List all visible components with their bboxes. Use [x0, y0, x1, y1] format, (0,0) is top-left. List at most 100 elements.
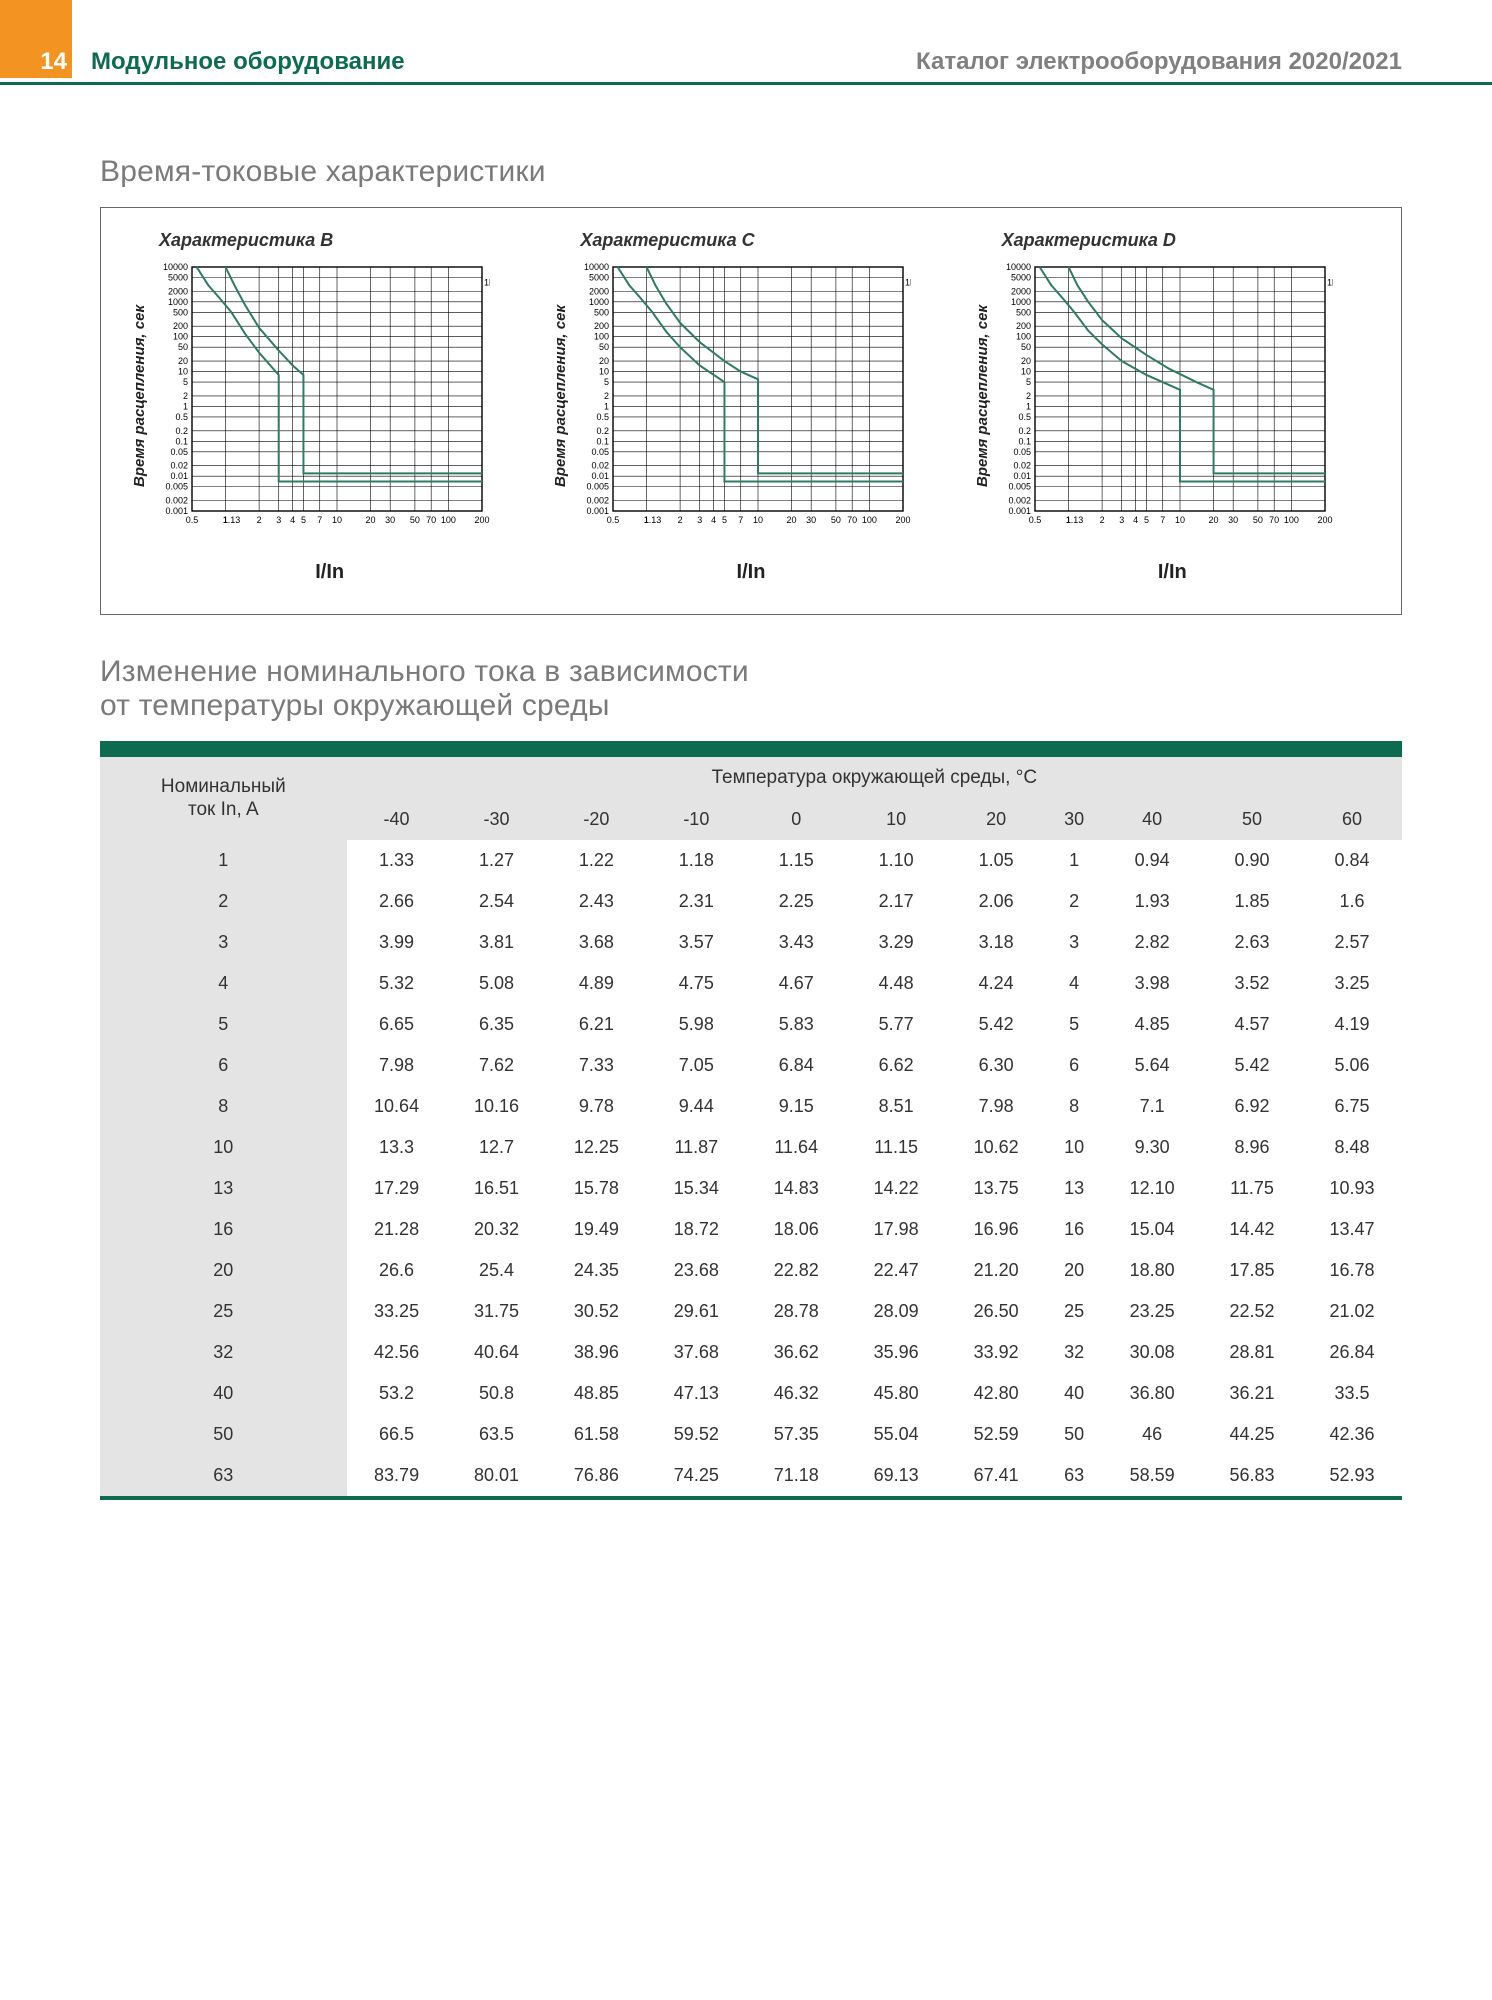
table-cell: 4.89 — [546, 963, 646, 1004]
table-cell: 4.75 — [646, 963, 746, 1004]
svg-text:0.5: 0.5 — [186, 515, 199, 525]
table-cell: 5.42 — [946, 1004, 1046, 1045]
table-cell: 7.98 — [946, 1086, 1046, 1127]
svg-text:5: 5 — [183, 377, 188, 387]
chart-xlabel: I/In — [550, 561, 951, 584]
table-cell: 76.86 — [546, 1455, 646, 1496]
table-row: 67.987.627.337.056.846.626.3065.645.425.… — [100, 1045, 1402, 1086]
table-col-header: -30 — [447, 799, 547, 840]
table-cell: 37.68 — [646, 1332, 746, 1373]
svg-text:10: 10 — [1021, 367, 1031, 377]
table-cell: 13.75 — [946, 1168, 1046, 1209]
svg-text:0.1: 0.1 — [1018, 436, 1031, 446]
table-row: 5066.563.561.5859.5257.3555.0452.5950464… — [100, 1414, 1402, 1455]
table-cell: 42.36 — [1302, 1414, 1402, 1455]
table-cell: 14.42 — [1202, 1209, 1302, 1250]
table-col-header: -10 — [646, 799, 746, 840]
table-cell: 13 — [1046, 1168, 1102, 1209]
table-cell: 20 — [1046, 1250, 1102, 1291]
svg-text:0.05: 0.05 — [1013, 447, 1031, 457]
table-row-label: 5 — [100, 1004, 347, 1045]
table-cell: 6.84 — [746, 1045, 846, 1086]
table-row-label: 50 — [100, 1414, 347, 1455]
table-cell: 33.92 — [946, 1332, 1046, 1373]
table-cell: 5.98 — [646, 1004, 746, 1045]
table-cell: 53.2 — [347, 1373, 447, 1414]
table-cell: 1 — [1046, 840, 1102, 881]
table-cell: 36.62 — [746, 1332, 846, 1373]
table-row: 11.331.271.221.181.151.101.0510.940.900.… — [100, 840, 1402, 881]
table-cell: 3.29 — [846, 922, 946, 963]
svg-text:50: 50 — [410, 515, 420, 525]
table-cell: 21.02 — [1302, 1291, 1402, 1332]
svg-text:4: 4 — [1133, 515, 1138, 525]
table-cell: 9.30 — [1102, 1127, 1202, 1168]
svg-text:0.02: 0.02 — [170, 461, 188, 471]
svg-text:2000: 2000 — [1011, 286, 1031, 296]
table-cell: 1.33 — [347, 840, 447, 881]
chart-title: Характеристика C — [580, 230, 951, 251]
svg-text:0.01: 0.01 — [1013, 471, 1031, 481]
table-cell: 46 — [1102, 1414, 1202, 1455]
table-cell: 1.05 — [946, 840, 1046, 881]
table-cell: 38.96 — [546, 1332, 646, 1373]
svg-text:50: 50 — [831, 515, 841, 525]
table-cell: 48.85 — [546, 1373, 646, 1414]
table-cell: 52.59 — [946, 1414, 1046, 1455]
table-cell: 2.57 — [1302, 922, 1402, 963]
table-row-label: 32 — [100, 1332, 347, 1373]
svg-text:100: 100 — [173, 332, 188, 342]
temp-section-title-1: Изменение номинального тока в зависимост… — [100, 655, 1402, 689]
table-cell: 4 — [1046, 963, 1102, 1004]
table-cell: 24.35 — [546, 1250, 646, 1291]
table-cell: 30.08 — [1102, 1332, 1202, 1373]
svg-text:200: 200 — [474, 515, 489, 525]
table-cell: 10.93 — [1302, 1168, 1402, 1209]
table-row-label: 2 — [100, 881, 347, 922]
table-row: 45.325.084.894.754.674.484.2443.983.523.… — [100, 963, 1402, 1004]
chart-ylabel: Время расцепления, сек — [129, 261, 150, 531]
table-cell: 59.52 — [646, 1414, 746, 1455]
svg-text:30: 30 — [806, 515, 816, 525]
table-row: 33.993.813.683.573.433.293.1832.822.632.… — [100, 922, 1402, 963]
table-cell: 36.21 — [1202, 1373, 1302, 1414]
table-cell: 2.31 — [646, 881, 746, 922]
table-cell: 2.63 — [1202, 922, 1302, 963]
svg-text:0.01: 0.01 — [592, 471, 610, 481]
table-cell: 5.64 — [1102, 1045, 1202, 1086]
svg-text:0.2: 0.2 — [175, 426, 188, 436]
table-cell: 15.04 — [1102, 1209, 1202, 1250]
svg-text:0.05: 0.05 — [170, 447, 188, 457]
table-cell: 12.25 — [546, 1127, 646, 1168]
table-cell: 5.32 — [347, 963, 447, 1004]
chart-ylabel: Время расцепления, сек — [972, 261, 993, 531]
table-cell: 7.98 — [347, 1045, 447, 1086]
svg-text:10000: 10000 — [584, 262, 609, 272]
table-row-label: 25 — [100, 1291, 347, 1332]
chart-plot: 100005000200010005002001005020105210.50.… — [571, 261, 951, 531]
table-cell: 13.47 — [1302, 1209, 1402, 1250]
svg-text:100: 100 — [441, 515, 456, 525]
table-row-header: Номинальныйток In, A — [100, 757, 347, 840]
svg-text:2: 2 — [1099, 515, 1104, 525]
table-cell: 6.21 — [546, 1004, 646, 1045]
table-cell: 3.18 — [946, 922, 1046, 963]
table-cell: 1.85 — [1202, 881, 1302, 922]
table-cell: 26.50 — [946, 1291, 1046, 1332]
svg-text:20: 20 — [787, 515, 797, 525]
table-cell: 3.43 — [746, 922, 846, 963]
svg-text:200: 200 — [173, 321, 188, 331]
svg-text:10: 10 — [332, 515, 342, 525]
table-cell: 0.84 — [1302, 840, 1402, 881]
header-title-left: Модульное оборудование — [91, 48, 405, 76]
table-cell: 32 — [1046, 1332, 1102, 1373]
svg-text:200: 200 — [1317, 515, 1332, 525]
table-cell: 5.08 — [447, 963, 547, 1004]
header-title-right: Каталог электрооборудования 2020/2021 — [916, 48, 1402, 76]
table-cell: 2.06 — [946, 881, 1046, 922]
svg-text:7: 7 — [739, 515, 744, 525]
table-cell: 16.51 — [447, 1168, 547, 1209]
table-cell: 5.83 — [746, 1004, 846, 1045]
svg-text:2000: 2000 — [168, 286, 188, 296]
table-row-label: 1 — [100, 840, 347, 881]
